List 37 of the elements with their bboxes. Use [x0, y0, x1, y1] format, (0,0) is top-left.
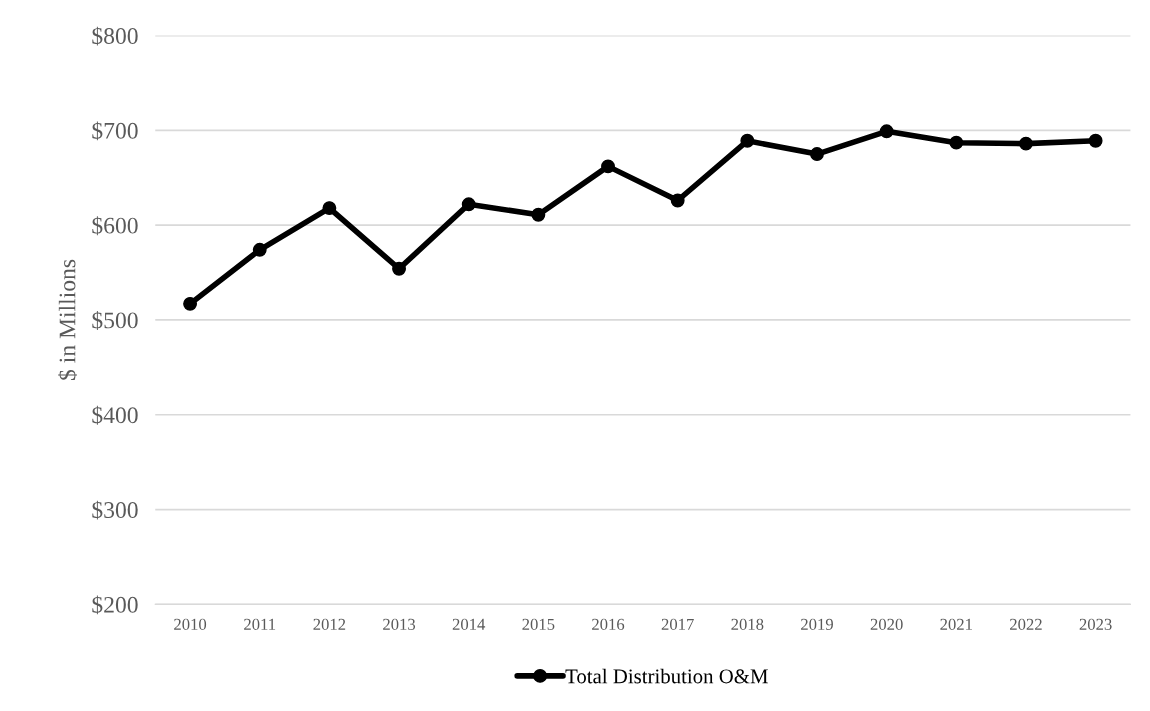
y-tick-label: $500: [92, 311, 138, 330]
y-tick-label: $200: [92, 595, 138, 615]
y-tick-label: $600: [92, 216, 138, 236]
y-tick-label: $700: [92, 121, 138, 141]
x-tick-label: 2021: [940, 618, 972, 630]
point: [670, 193, 685, 208]
point: [183, 296, 198, 311]
point: [252, 242, 267, 257]
x-tick-label: 2017: [661, 618, 694, 630]
x-tick-label: 2012: [313, 618, 346, 630]
point: [392, 261, 406, 276]
point: [949, 135, 964, 150]
x-tick-label: 2016: [592, 618, 625, 630]
y-tick-label: $800: [92, 26, 138, 46]
x-tick-label: 2014: [452, 618, 486, 630]
point: [322, 201, 337, 216]
y-axis-title: $ in Millions: [58, 259, 78, 380]
point: [740, 133, 755, 148]
y-tick-label: $300: [92, 500, 138, 520]
x-tick-label: 2015: [522, 618, 555, 630]
x-tick-label: 2019: [801, 618, 833, 630]
x-tick-label: 2022: [1010, 618, 1042, 630]
point: [1019, 136, 1033, 151]
legend-label: Total Distribution O&M: [565, 668, 768, 684]
point: [531, 207, 546, 222]
x-tick-label: 2023: [1079, 618, 1112, 630]
x-tick-label: 2020: [870, 618, 903, 630]
x-tick-label: 2011: [244, 618, 276, 630]
point: [461, 197, 476, 212]
point: [1088, 133, 1103, 148]
x-tick-label: 2010: [174, 618, 207, 630]
point: [601, 159, 615, 174]
x-tick-label: 2018: [731, 618, 764, 630]
y-tick-label: $400: [92, 405, 138, 425]
point: [810, 147, 824, 161]
point: [879, 124, 894, 139]
x-tick-label: 2013: [383, 618, 416, 630]
